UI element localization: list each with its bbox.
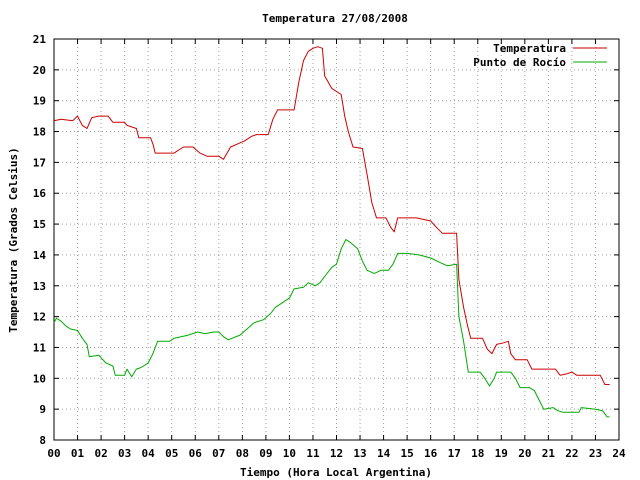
- y-axis-label: Temperatura (Grados Celsius): [7, 147, 20, 332]
- legend-label: Punto de Rocío: [473, 56, 566, 69]
- x-tick-label: 04: [142, 447, 156, 460]
- x-tick-label: 11: [306, 447, 320, 460]
- x-tick-label: 17: [448, 447, 461, 460]
- x-axis-ticks: 00 01 02 03 04 05 06 07 08 09 10 11 12 13 14 15 16 17 18 19…: [47, 39, 626, 460]
- series-lines: [53, 46, 610, 418]
- y-tick-label: 13: [33, 280, 46, 293]
- y-tick-label: 16: [33, 187, 47, 200]
- x-tick-label: 00: [47, 447, 60, 460]
- grid-lines: [54, 39, 619, 440]
- series-line-punto-de-rocio: [53, 239, 610, 418]
- y-tick-label: 14: [33, 249, 47, 262]
- x-tick-label: 19: [495, 447, 508, 460]
- x-tick-label: 15: [401, 447, 414, 460]
- x-tick-label: 21: [542, 447, 556, 460]
- x-tick-label: 22: [565, 447, 578, 460]
- y-tick-label: 17: [33, 156, 46, 169]
- x-tick-label: 20: [518, 447, 531, 460]
- y-tick-label: 10: [33, 372, 46, 385]
- x-tick-label: 08: [236, 447, 249, 460]
- x-tick-label: 01: [71, 447, 85, 460]
- x-tick-label: 02: [94, 447, 107, 460]
- x-axis-label: Tiempo (Hora Local Argentina): [240, 466, 432, 479]
- x-tick-label: 14: [377, 447, 391, 460]
- y-tick-label: 18: [33, 126, 46, 139]
- y-tick-label: 19: [33, 95, 46, 108]
- x-tick-label: 10: [283, 447, 296, 460]
- x-tick-label: 24: [612, 447, 626, 460]
- y-tick-label: 8: [39, 434, 46, 447]
- x-tick-label: 06: [189, 447, 203, 460]
- chart-title: Temperatura 27/08/2008: [262, 12, 408, 25]
- series-line-temperatura: [53, 46, 610, 385]
- y-tick-label: 21: [33, 33, 47, 46]
- x-tick-label: 09: [259, 447, 272, 460]
- y-tick-label: 12: [33, 311, 46, 324]
- y-axis-ticks: 8 9 10 11 12 13 14 15 16 17 18 19 20 21: [33, 33, 619, 447]
- x-tick-label: 23: [589, 447, 602, 460]
- x-tick-label: 07: [212, 447, 225, 460]
- y-tick-label: 20: [33, 64, 46, 77]
- x-tick-label: 05: [165, 447, 178, 460]
- x-tick-label: 18: [471, 447, 484, 460]
- legend-label: Temperatura: [493, 42, 566, 55]
- x-tick-label: 03: [118, 447, 131, 460]
- x-tick-label: 12: [330, 447, 343, 460]
- x-tick-label: 16: [424, 447, 438, 460]
- y-tick-label: 11: [33, 341, 47, 354]
- x-tick-label: 13: [353, 447, 366, 460]
- y-tick-label: 9: [39, 403, 46, 416]
- y-tick-label: 15: [33, 218, 46, 231]
